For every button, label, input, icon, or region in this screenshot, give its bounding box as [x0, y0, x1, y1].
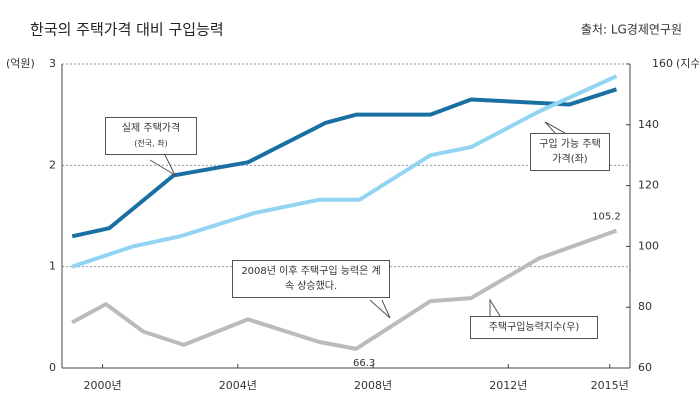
series-label: 주택구입능력지수(우): [470, 316, 598, 339]
x-tick-label: 2004년: [219, 379, 257, 392]
y2-tick-label: 80: [638, 300, 652, 313]
data-label: 105.2: [592, 212, 621, 223]
x-tick-label: 2012년: [489, 379, 527, 392]
y2-tick-label: 160: [652, 57, 673, 70]
callout-pointer: [544, 121, 566, 134]
data-line: [71, 87, 618, 239]
x-tick-label: 2000년: [84, 379, 122, 392]
data-line: [71, 228, 618, 351]
y-axis-label: (억원): [6, 57, 35, 70]
annotation: 2008년 이후 주택구입 능력은 계속 상승했다.: [232, 260, 390, 298]
y2-tick-label: 140: [638, 118, 659, 131]
data-line: [71, 74, 618, 269]
series-name: 구입 가능 주택가격(좌): [539, 139, 601, 165]
y2-axis-label: (지수): [676, 57, 699, 70]
chart-title: 한국의 주택가격 대비 구입능력: [30, 21, 224, 39]
callout-pointer: [489, 298, 501, 317]
x-tick-label: 2008년: [354, 379, 392, 392]
y2-tick-label: 60: [638, 361, 652, 374]
x-tick-label: 2015년: [591, 379, 629, 392]
series-label: 실제 주택가격 (전국, 좌): [105, 117, 197, 155]
y-tick-label: 0: [49, 361, 56, 374]
annotation-text: 2008년 이후 주택구입 능력은 계속 상승했다.: [241, 266, 381, 292]
y2-tick-label: 120: [638, 179, 659, 192]
callout-pointer: [149, 154, 177, 177]
callout-pointer: [369, 299, 391, 319]
y-tick-label: 3: [49, 57, 56, 70]
y2-tick-label: 100: [638, 239, 659, 252]
source: 출처: LG경제연구원: [581, 23, 682, 37]
series-name: 실제 주택가격: [121, 123, 181, 134]
y-tick-label: 1: [49, 260, 56, 273]
data-label: 66.3: [353, 358, 375, 369]
series-note: (전국, 좌): [134, 139, 168, 148]
series-name: 주택구입능력지수(우): [488, 322, 580, 333]
y-tick-label: 2: [49, 158, 56, 171]
series-label: 구입 가능 주택가격(좌): [530, 133, 610, 171]
